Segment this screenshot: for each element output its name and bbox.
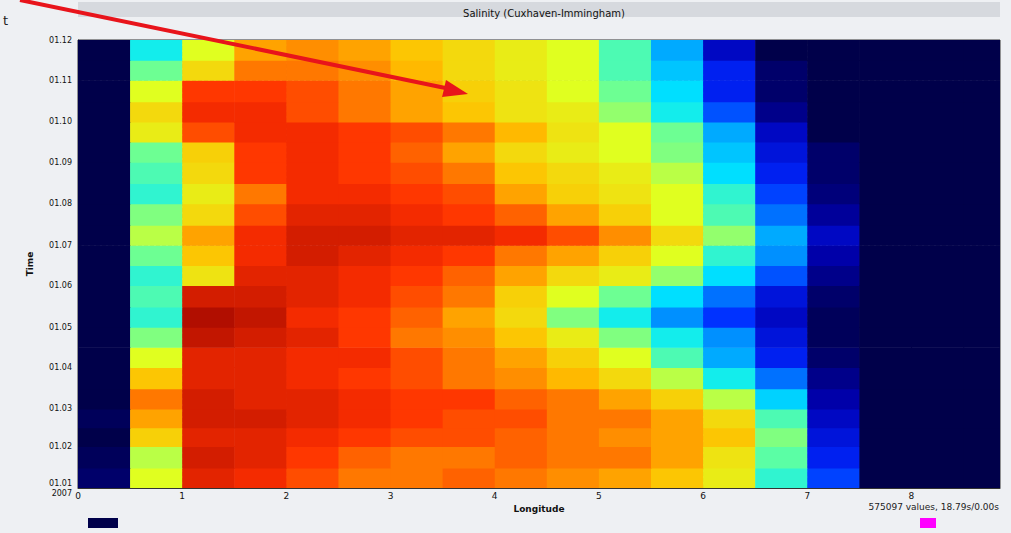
svg-text:7: 7 [804, 491, 810, 501]
svg-text:5: 5 [596, 491, 602, 501]
svg-text:01.03: 01.03 [49, 404, 72, 413]
svg-text:01.05: 01.05 [49, 323, 72, 332]
svg-text:Longitude: Longitude [513, 504, 564, 514]
svg-text:01.09: 01.09 [49, 158, 72, 167]
svg-text:8: 8 [909, 491, 915, 501]
svg-text:3: 3 [388, 491, 394, 501]
svg-text:1: 1 [179, 491, 185, 501]
svg-text:2007: 2007 [52, 489, 72, 498]
svg-text:01.04: 01.04 [49, 363, 72, 372]
svg-text:4: 4 [492, 491, 498, 501]
svg-text:575097 values, 18.79s/0.00s: 575097 values, 18.79s/0.00s [869, 502, 1000, 512]
svg-text:Time: Time [25, 252, 35, 277]
svg-text:01.10: 01.10 [49, 117, 72, 126]
svg-text:01.07: 01.07 [49, 241, 72, 250]
svg-text:0: 0 [75, 491, 81, 501]
svg-text:6: 6 [700, 491, 706, 501]
svg-text:01.11: 01.11 [49, 76, 72, 85]
svg-text:t: t [3, 13, 8, 28]
svg-text:01.01: 01.01 [49, 479, 72, 488]
svg-text:01.06: 01.06 [49, 281, 72, 290]
svg-text:01.02: 01.02 [49, 442, 72, 451]
svg-text:2: 2 [283, 491, 289, 501]
svg-text:01.08: 01.08 [49, 199, 72, 208]
svg-text:Salinity (Cuxhaven-Immingham): Salinity (Cuxhaven-Immingham) [463, 8, 625, 19]
svg-text:01.12: 01.12 [49, 36, 72, 45]
